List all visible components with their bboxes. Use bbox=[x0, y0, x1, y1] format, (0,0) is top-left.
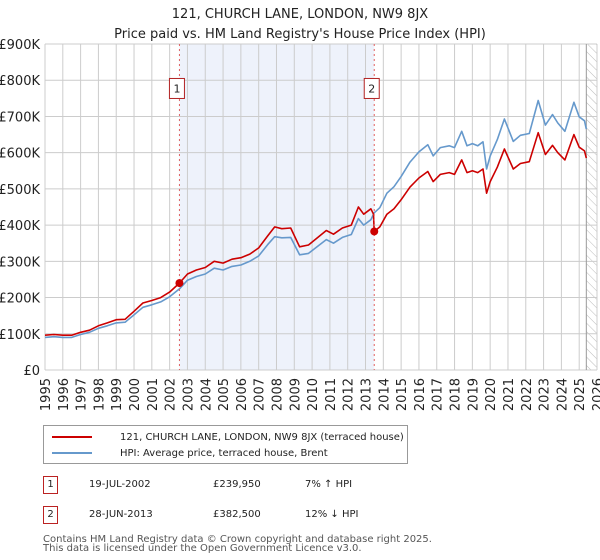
x-tick-label: 2014 bbox=[377, 378, 392, 411]
price-chart: £0 £100K £200K £300K £400K £500K £600K £700K £80… bbox=[0, 38, 600, 411]
sale-hpi-diff: 12% ↓ HPI bbox=[305, 509, 359, 520]
y-tick-label: £700K bbox=[0, 110, 40, 125]
x-tick-label: 2009 bbox=[288, 378, 303, 411]
sale-marker-label: 1 bbox=[173, 82, 180, 95]
sale-hpi-diff: 7% ↑ HPI bbox=[305, 479, 353, 490]
x-tick-label: 2013 bbox=[360, 378, 375, 411]
sale-price: £382,500 bbox=[213, 509, 261, 520]
x-tick-label: 2017 bbox=[431, 378, 446, 411]
x-tick-label: 2004 bbox=[199, 378, 214, 411]
x-tick-label: 2024 bbox=[555, 378, 570, 411]
sale-marker-label: 2 bbox=[368, 82, 375, 95]
y-tick-label: £800K bbox=[0, 74, 40, 89]
legend-swatch-property bbox=[52, 436, 92, 438]
y-tick-label: £0 bbox=[23, 364, 40, 379]
x-tick-label: 2007 bbox=[253, 378, 268, 411]
y-tick-label: £500K bbox=[0, 183, 40, 198]
x-tick-label: 1998 bbox=[92, 378, 107, 411]
series-line-property bbox=[44, 131, 588, 336]
sale-marker-box bbox=[168, 77, 185, 99]
x-tick-label: 2010 bbox=[306, 378, 321, 411]
x-tick-label: 2018 bbox=[449, 378, 464, 411]
x-tick-label: 1997 bbox=[75, 378, 90, 411]
sale-date: 19-JUL-2002 bbox=[89, 479, 151, 490]
x-tick-label: 2016 bbox=[413, 378, 428, 411]
x-tick-label: 2002 bbox=[164, 378, 179, 411]
x-tick-label: 2005 bbox=[217, 378, 232, 411]
x-tick-label: 1995 bbox=[39, 378, 54, 411]
x-tick-label: 1996 bbox=[57, 378, 72, 411]
sale-number-badge: 1 bbox=[43, 476, 58, 494]
chart-title: 121, CHURCH LANE, LONDON, NW9 8JX bbox=[171, 7, 429, 22]
y-tick-label: £600K bbox=[0, 147, 40, 162]
x-tick-label: 2006 bbox=[235, 378, 250, 411]
sale-price: £239,950 bbox=[213, 479, 261, 490]
x-tick-label: 2019 bbox=[466, 378, 481, 411]
footer-credits: Contains HM Land Registry data © Crown c… bbox=[43, 534, 432, 554]
hatched-future-region bbox=[586, 44, 597, 370]
sale-point-marker bbox=[370, 227, 379, 236]
x-tick-label: 2021 bbox=[502, 378, 517, 411]
x-tick-label: 2015 bbox=[395, 378, 410, 411]
legend-label-hpi: HPI: Average price, terraced house, Bren… bbox=[120, 447, 328, 459]
chart-subtitle: Price paid vs. HM Land Registry's House … bbox=[114, 27, 486, 42]
x-tick-label: 2000 bbox=[128, 378, 143, 411]
x-tick-label: 2026 bbox=[591, 378, 600, 411]
series-line-hpi bbox=[44, 99, 588, 339]
y-tick-label: £300K bbox=[0, 255, 40, 270]
x-tick-label: 1999 bbox=[110, 378, 125, 411]
legend-item-hpi: HPI: Average price, terraced house, Bren… bbox=[52, 446, 328, 460]
footer-line-1: Contains HM Land Registry data © Crown c… bbox=[43, 534, 432, 545]
x-tick-label: 2003 bbox=[181, 378, 196, 411]
y-tick-label: £900K bbox=[0, 38, 40, 53]
sale-point-marker bbox=[175, 279, 184, 288]
x-tick-label: 2008 bbox=[270, 378, 285, 411]
sale-row: 1 19-JUL-2002 £239,950 7% ↑ HPI bbox=[43, 476, 463, 494]
sale-marker-box bbox=[363, 77, 380, 99]
x-tick-label: 2023 bbox=[538, 378, 553, 411]
sale-date: 28-JUN-2013 bbox=[89, 509, 153, 520]
y-tick-label: £400K bbox=[0, 219, 40, 234]
x-tick-label: 2012 bbox=[342, 378, 357, 411]
legend: 121, CHURCH LANE, LONDON, NW9 8JX (terra… bbox=[43, 425, 408, 464]
x-tick-label: 2025 bbox=[573, 378, 588, 411]
x-tick-label: 2020 bbox=[484, 378, 499, 411]
legend-label-property: 121, CHURCH LANE, LONDON, NW9 8JX (terra… bbox=[120, 431, 404, 443]
legend-item-property: 121, CHURCH LANE, LONDON, NW9 8JX (terra… bbox=[52, 430, 404, 444]
sale-number-badge: 2 bbox=[43, 506, 58, 524]
y-tick-label: £200K bbox=[0, 292, 40, 307]
legend-swatch-hpi bbox=[52, 452, 92, 454]
y-tick-label: £100K bbox=[0, 328, 40, 343]
sale-row: 2 28-JUN-2013 £382,500 12% ↓ HPI bbox=[43, 506, 463, 524]
x-tick-label: 2022 bbox=[520, 378, 535, 411]
x-tick-label: 2001 bbox=[146, 378, 161, 411]
x-tick-label: 2011 bbox=[324, 378, 339, 411]
footer-line-2: This data is licensed under the Open Gov… bbox=[43, 543, 362, 554]
